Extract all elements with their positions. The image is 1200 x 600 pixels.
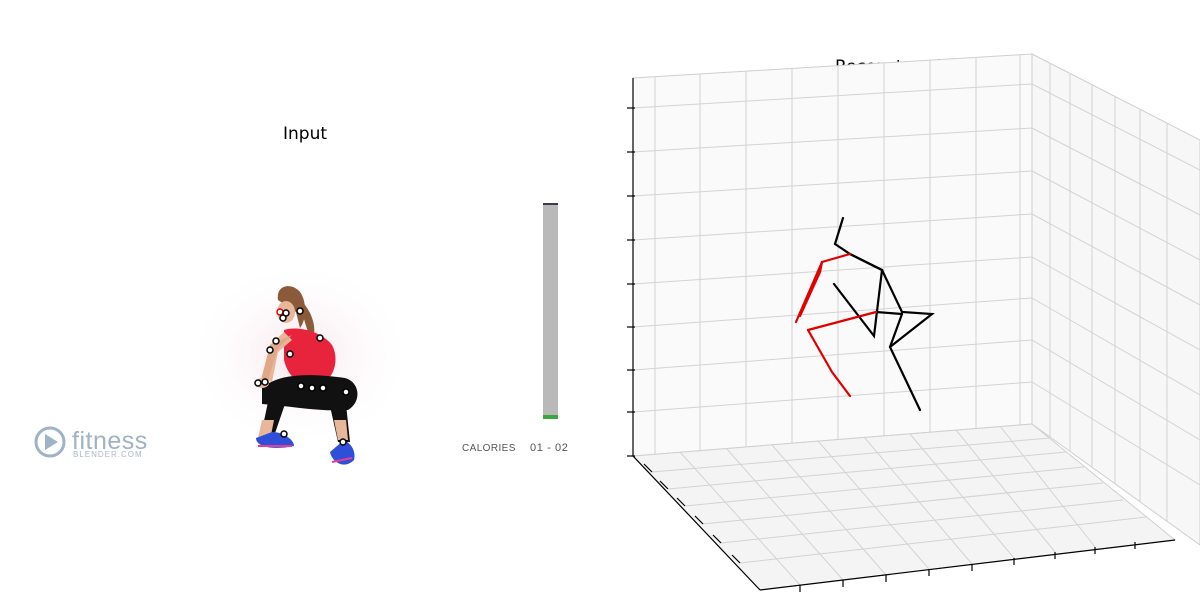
bone-left-arm xyxy=(798,260,824,318)
keypoint xyxy=(296,307,304,315)
calorie-progress-bar xyxy=(543,203,558,419)
bone-left-leg xyxy=(806,328,852,398)
bone-hip xyxy=(874,310,904,316)
keypoint xyxy=(339,438,347,446)
keypoint xyxy=(316,334,324,342)
keypoint xyxy=(266,346,274,354)
keypoint xyxy=(276,308,284,316)
bone-head-neck xyxy=(833,216,845,246)
keypoint xyxy=(342,388,350,396)
input-panel: Input xyxy=(34,124,569,465)
grid-back-pane xyxy=(632,53,1033,457)
keypoint xyxy=(261,378,269,386)
keypoint xyxy=(254,379,262,387)
calories-label: CALORIES xyxy=(462,443,516,454)
input-title: Input xyxy=(283,124,328,144)
grid-floor-pane xyxy=(631,423,1177,591)
reconstruction-3d-plot xyxy=(627,53,1200,592)
bone-right-leg xyxy=(888,312,922,412)
bone-right-arm xyxy=(880,268,935,349)
grid-side-pane xyxy=(1031,53,1200,546)
logo-subtitle: BLENDER.COM xyxy=(73,450,143,459)
skeleton-3d xyxy=(794,216,935,412)
play-circle-icon xyxy=(34,426,66,458)
keypoint xyxy=(279,314,287,322)
logo-name: fitness xyxy=(72,427,148,455)
keypoint xyxy=(319,384,327,392)
reconstruction-panel: Reconstruction xyxy=(600,0,1200,600)
progress-fill xyxy=(543,414,558,419)
keypoint xyxy=(280,430,288,438)
keypoint xyxy=(286,350,294,358)
bone-left-hip xyxy=(806,310,878,332)
bone-torso xyxy=(832,252,884,339)
keypoint xyxy=(272,337,280,345)
calories-value: 01 - 02 xyxy=(530,442,569,454)
keypoint xyxy=(297,382,305,390)
keypoint xyxy=(308,384,316,392)
input-frame xyxy=(34,260,415,465)
keypoints-2d xyxy=(254,307,350,446)
axis-ticks xyxy=(627,78,1176,592)
